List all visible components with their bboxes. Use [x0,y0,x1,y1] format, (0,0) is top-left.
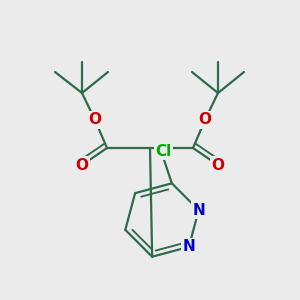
Text: N: N [192,203,205,218]
Text: O: O [199,112,212,128]
Text: N: N [182,239,195,254]
Text: O: O [88,112,101,128]
Text: O: O [76,158,88,172]
Text: O: O [212,158,224,172]
Text: Cl: Cl [156,144,172,159]
